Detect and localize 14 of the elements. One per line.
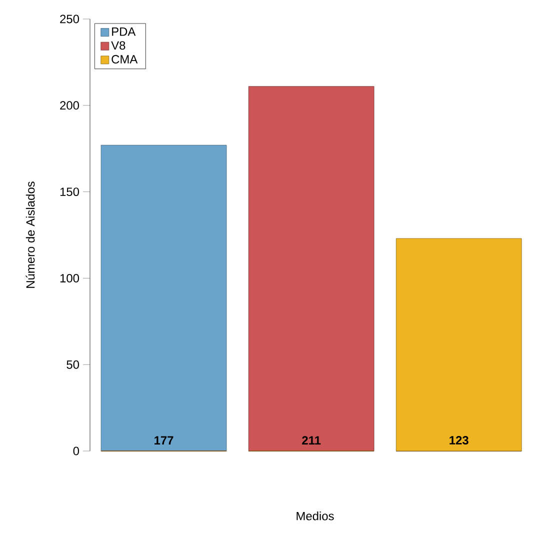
y-tick-label: 100 [60, 274, 80, 282]
x-axis-title: Medios [296, 512, 334, 520]
y-tick-label: 150 [60, 188, 80, 196]
y-tick-label: 0 [73, 446, 80, 456]
data-label: 123 [450, 436, 468, 444]
y-axis-title: Número de Aislados [26, 182, 35, 288]
data-label: 211 [302, 436, 321, 444]
y-tick-label: 200 [60, 101, 80, 110]
legend-label: CMA [112, 55, 138, 64]
legend-label: PDA [112, 28, 136, 36]
data-label: 177 [154, 436, 174, 444]
legend-label: V8 [111, 41, 126, 50]
y-tick-label: 50 [66, 360, 80, 369]
y-tick-label: 250 [60, 14, 80, 24]
